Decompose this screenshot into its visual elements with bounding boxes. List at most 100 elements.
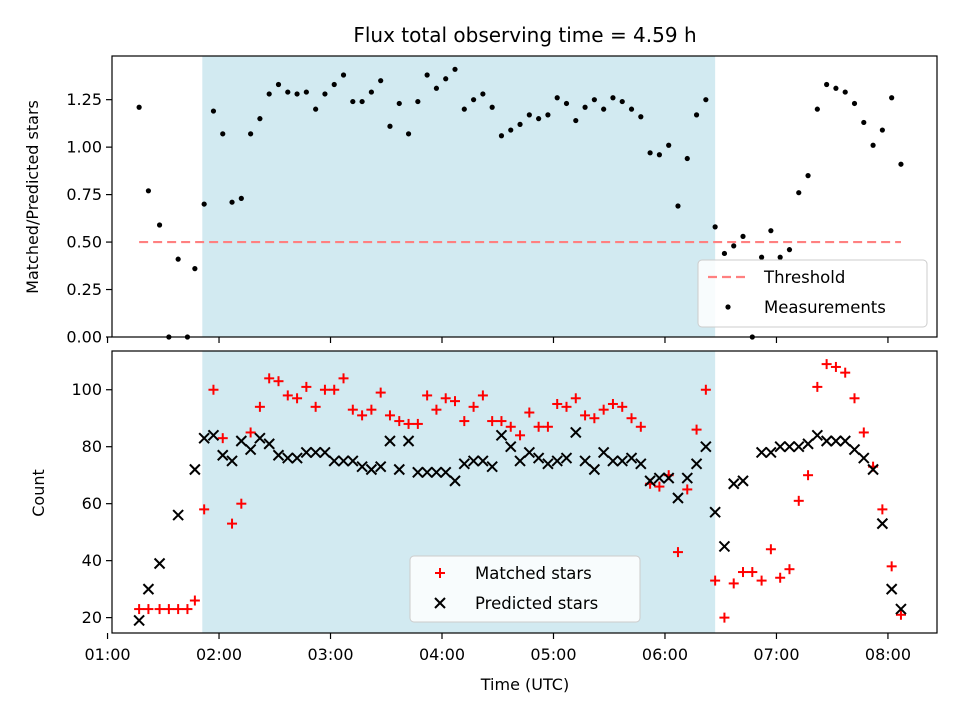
measurement-point: [851, 100, 858, 107]
predicted-star-point: [244, 443, 257, 456]
measurement-point: [879, 127, 885, 133]
predicted-star-point: [681, 472, 693, 484]
measurement-point: [424, 72, 430, 78]
predicted-star-point: [662, 472, 675, 484]
measurement-point: [266, 91, 272, 97]
top-observing-window: [202, 56, 716, 337]
top-y-tick-label: 0.75: [66, 185, 102, 204]
predicted-star-point: [309, 446, 322, 459]
top-y-tick-label: 0.50: [66, 233, 102, 252]
matched-star-point: [765, 544, 776, 555]
top-y-axis-label: Matched/Predicted stars: [23, 100, 42, 294]
matched-star-point: [440, 393, 451, 404]
predicted-star-point: [486, 460, 498, 473]
top-y-tick-label: 0.25: [66, 280, 102, 299]
predicted-star-point: [477, 455, 489, 467]
matched-star-point: [700, 384, 711, 395]
measurement-point: [842, 89, 848, 95]
matched-star-point: [617, 401, 628, 412]
matched-star-point: [394, 416, 405, 427]
measurement-point: [675, 203, 681, 209]
predicted-star-point: [142, 583, 155, 595]
matched-star-point: [570, 393, 581, 404]
measurement-point: [824, 81, 830, 88]
predicted-star-point: [542, 458, 554, 470]
measurement-point: [145, 188, 152, 194]
measurement-point: [898, 161, 904, 167]
matched-star-point: [292, 393, 303, 404]
measurement-point: [396, 100, 402, 107]
measurement-point: [582, 104, 588, 110]
predicted-star-point: [328, 455, 340, 467]
measurement-point: [721, 250, 728, 257]
predicted-star-point: [830, 435, 842, 447]
predicted-star-point: [430, 466, 443, 479]
measurement-point: [684, 155, 690, 162]
matched-star-point: [217, 433, 228, 444]
threshold-legend-label: Threshold: [763, 268, 845, 287]
matched-star-point: [254, 401, 265, 412]
top-legend: Threshold Measurements: [697, 259, 928, 328]
matched-star-point: [245, 427, 256, 438]
matched-star-point: [375, 387, 386, 398]
measurement-point: [563, 100, 570, 107]
bottom-y-tick-label: 20: [82, 608, 102, 627]
matched-star-point: [310, 401, 321, 412]
top-y-tick-label: 1.00: [66, 138, 102, 157]
top-legend-box: [697, 259, 928, 328]
matched-star-point: [803, 470, 814, 481]
predicted-star-point: [505, 441, 517, 453]
predicted-star-point: [402, 435, 415, 447]
matched-star-point: [812, 381, 823, 392]
predicted-star-point: [625, 452, 638, 464]
matched-star-point: [858, 427, 869, 438]
bottom-y-axis-label: Count: [29, 469, 48, 517]
matched-star-point: [561, 401, 572, 412]
predicted-star-point: [291, 452, 303, 464]
matched-star-point: [199, 504, 210, 515]
predicted-star-point: [690, 458, 703, 470]
measurement-point: [693, 112, 700, 118]
matched-star-point: [487, 416, 498, 427]
matched-star-point: [459, 416, 470, 427]
predicted-star-point: [718, 540, 731, 553]
bottom-x-tick-label: 04:00: [419, 645, 465, 664]
measurement-point: [619, 98, 625, 105]
predicted-star-point: [793, 441, 805, 453]
bottom-legend: Matched stars Predicted stars: [409, 555, 641, 623]
matched-star-point: [347, 404, 358, 415]
predicted-star-point: [616, 455, 628, 467]
predicted-star-point: [412, 466, 424, 479]
matched-star-point: [840, 367, 851, 378]
measurement-point: [415, 98, 421, 105]
measurement-point: [443, 76, 449, 82]
predicted-star-point: [384, 435, 396, 447]
predicted-star-point: [783, 441, 796, 453]
matched-star-point: [626, 413, 637, 424]
matched-star-point: [886, 561, 897, 572]
matched-star-point: [756, 575, 767, 586]
measurement-point: [313, 106, 319, 112]
matched-star-point: [542, 421, 553, 432]
predicted-star-point: [737, 475, 749, 487]
matched-star-point: [775, 572, 786, 583]
predicted-star-point: [774, 441, 786, 453]
matched-star-point: [784, 564, 795, 575]
bottom-panel: 20 40 60 80 100 01:00 02:00 03:00 04:00 05:00 06:0…: [29, 350, 938, 694]
matched-star-point: [728, 578, 739, 589]
predicted-star-point: [820, 435, 833, 447]
predicted-star-point: [579, 455, 591, 467]
bottom-x-tick-label: 07:00: [753, 645, 799, 664]
predicted-star-point: [672, 492, 684, 504]
predicted-star-point: [254, 432, 266, 444]
matched-star-point: [895, 609, 906, 620]
measurement-point: [331, 81, 337, 88]
measurement-point: [805, 173, 811, 179]
bottom-x-tick-label: 06:00: [642, 645, 688, 664]
matched-star-point: [830, 361, 841, 372]
matched-star-point: [143, 604, 154, 615]
predicted-star-point: [356, 460, 368, 473]
matched-star-point: [329, 384, 340, 395]
predicted-star-point: [393, 463, 405, 476]
matched-star-point: [366, 404, 377, 415]
